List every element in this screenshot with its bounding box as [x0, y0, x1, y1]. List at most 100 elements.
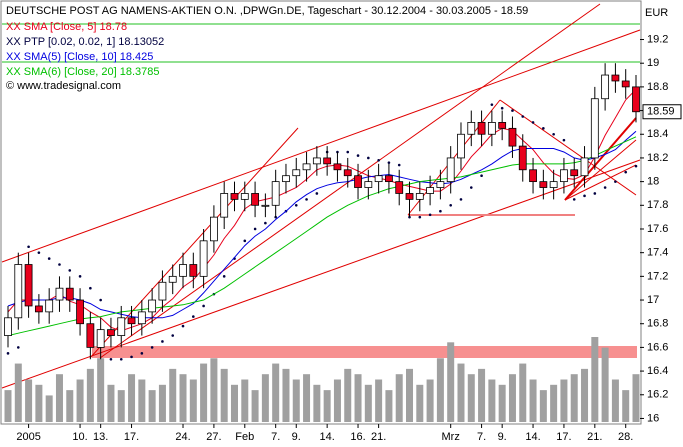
- candle-body: [158, 281, 167, 301]
- volume-bar: [66, 390, 74, 422]
- x-tick-label: 27.: [206, 431, 221, 443]
- sar-dot: [109, 357, 113, 361]
- candle-body: [611, 74, 620, 82]
- volume-bar: [632, 374, 640, 422]
- sar-dot: [449, 204, 452, 207]
- unit-label: EUR: [645, 7, 668, 19]
- volume-bar: [55, 374, 63, 422]
- volume-bar: [498, 384, 506, 422]
- sar-dot: [490, 103, 494, 106]
- x-tick-label: 7.: [477, 431, 486, 443]
- candle-body: [580, 157, 589, 177]
- volume-bar: [416, 384, 424, 422]
- volume-bar: [76, 379, 84, 422]
- volume-bar: [508, 374, 516, 422]
- volume-bar: [333, 379, 341, 422]
- y-tick-label: 16.2: [647, 389, 668, 401]
- legend-entry: XX SMA [Close, 5] 18.78: [6, 21, 127, 33]
- candle-body: [24, 264, 33, 307]
- sar-dot: [542, 127, 545, 130]
- candle-body: [107, 329, 115, 336]
- x-tick-label: 14.: [319, 431, 334, 443]
- volume-bar: [354, 374, 362, 422]
- volume-bar: [86, 368, 94, 422]
- volume-bar: [519, 363, 527, 422]
- candle-body: [137, 311, 146, 325]
- volume-bar: [457, 363, 465, 422]
- sar-dot: [356, 154, 360, 157]
- indicator-line: [7, 136, 637, 337]
- y-tick-label: 16.6: [647, 341, 668, 353]
- volume-bar: [323, 390, 331, 422]
- trend-line: [564, 139, 637, 201]
- price-layer: [4, 63, 640, 361]
- volume-bar: [292, 379, 300, 422]
- trend-line: [1, 29, 641, 263]
- sar-dot: [181, 324, 185, 328]
- candle-body: [446, 157, 455, 183]
- y-tick-label: 16.8: [647, 318, 668, 330]
- sar-dot: [140, 352, 144, 355]
- x-tick-label: 13.: [93, 431, 108, 443]
- sar-dot: [387, 161, 391, 164]
- volume-bar: [251, 390, 259, 422]
- volume-bar: [426, 379, 434, 422]
- candle-body: [632, 86, 640, 113]
- sar-dot: [367, 156, 370, 160]
- sar-dot: [500, 106, 504, 110]
- legend-entry: XX SMA(6) [Close, 20] 18.3785: [6, 66, 159, 78]
- candle-body: [498, 122, 507, 129]
- candle-body: [271, 181, 280, 206]
- sar-dot: [99, 298, 102, 302]
- candle-body: [34, 305, 43, 313]
- candle-body: [65, 287, 74, 301]
- last-price-box: [642, 104, 682, 120]
- candle-body: [354, 175, 362, 188]
- volume-bar: [14, 363, 22, 422]
- volume-bar: [158, 384, 166, 422]
- sar-dot: [624, 170, 628, 174]
- volume-bar: [488, 379, 496, 422]
- trend-line: [564, 164, 637, 201]
- sar-dot: [511, 109, 514, 112]
- volume-bar: [25, 379, 33, 422]
- volume-bar: [344, 368, 352, 422]
- volume-bar: [272, 363, 280, 422]
- candle-body: [210, 216, 218, 242]
- volume-bar: [467, 374, 475, 422]
- volume-bar: [591, 337, 599, 422]
- volume-bar: [539, 390, 547, 422]
- y-tick-label: 18.8: [647, 81, 668, 93]
- candle-body: [127, 317, 136, 325]
- x-tick-label: Feb: [235, 431, 254, 443]
- x-tick-label: 21.: [587, 431, 602, 443]
- candle-body: [477, 122, 486, 135]
- sar-dot: [459, 198, 463, 201]
- sar-dot: [593, 192, 597, 195]
- copyright: © www.tradesignal.com: [6, 80, 121, 92]
- sar-dot: [439, 209, 442, 213]
- volume-bar: [570, 374, 578, 422]
- sar-dot: [47, 257, 51, 260]
- volume-bar: [303, 374, 311, 422]
- candle-body: [251, 193, 259, 206]
- sar-dot: [305, 198, 308, 201]
- y-tick-label: 16.4: [647, 365, 668, 377]
- volume-bar: [230, 384, 238, 422]
- x-tick-label: 10.: [72, 431, 87, 443]
- sar-dot: [583, 194, 586, 198]
- candle-body: [117, 317, 126, 336]
- candle-body: [374, 175, 383, 183]
- x-tick-label: 9.: [292, 431, 301, 443]
- y-tick-label: 17.2: [647, 270, 668, 282]
- volume-bar: [478, 368, 486, 422]
- candle-body: [508, 127, 517, 147]
- sar-dot: [531, 121, 535, 124]
- volume-bar: [385, 390, 393, 422]
- candle-body: [590, 98, 599, 159]
- sar-dot: [562, 138, 566, 142]
- volume-bar: [179, 374, 187, 422]
- sar-dot: [294, 204, 298, 207]
- volume-bar: [169, 368, 177, 422]
